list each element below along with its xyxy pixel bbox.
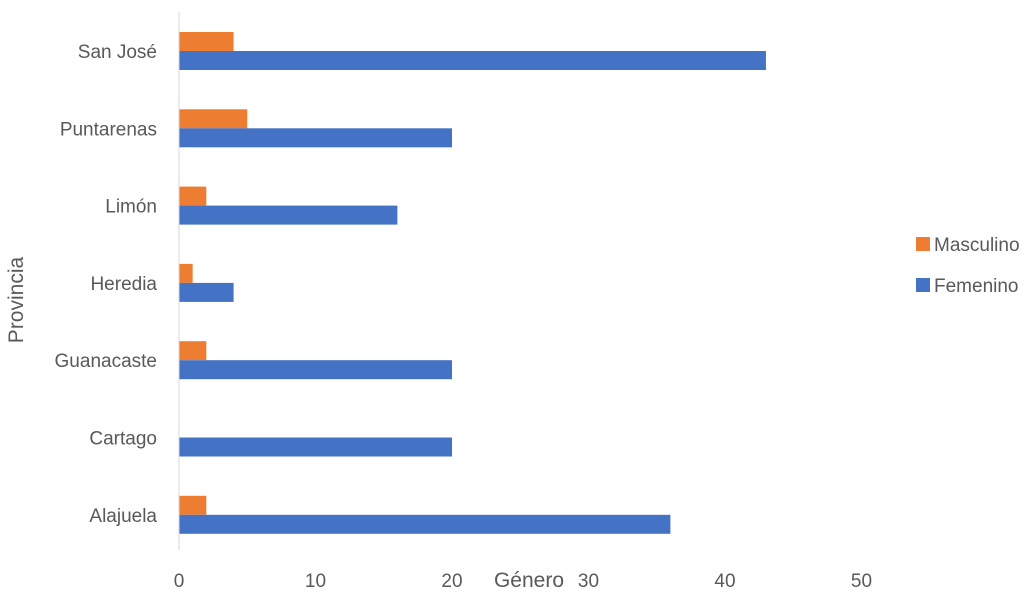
x-tick-labels: 0 10 20 30 40 50 <box>174 571 872 592</box>
legend: Masculino Femenino <box>916 235 1020 297</box>
bar-femenino <box>179 360 452 380</box>
bar-femenino <box>179 437 452 457</box>
bar-femenino <box>179 205 398 225</box>
y-axis-title: Provincia <box>5 256 28 343</box>
category-label: Cartago <box>89 429 157 450</box>
x-tick-label: 50 <box>851 571 872 592</box>
bar-femenino <box>179 51 766 70</box>
bar-masculino <box>179 341 207 361</box>
category-label: Heredia <box>90 274 157 295</box>
category-label: Limón <box>105 197 157 218</box>
category-labels: San José Puntarenas Limón Heredia Guanacaste… <box>55 42 158 527</box>
x-tick-label: 30 <box>578 571 599 592</box>
bar-masculino <box>179 109 248 129</box>
legend-label: Masculino <box>934 235 1020 256</box>
bar-femenino <box>179 514 671 534</box>
category-label: Guanacaste <box>55 351 157 372</box>
bar-masculino <box>179 263 193 283</box>
x-tick-label: 20 <box>441 571 462 592</box>
x-tick-label: 10 <box>305 571 326 592</box>
bar-femenino <box>179 282 234 302</box>
x-axis-title: Género <box>494 569 564 592</box>
legend-swatch <box>916 278 930 292</box>
bar-masculino <box>179 32 234 51</box>
legend-label: Femenino <box>934 276 1019 297</box>
bar-masculino <box>179 186 207 206</box>
x-tick-label: 40 <box>714 571 735 592</box>
legend-swatch <box>916 237 930 251</box>
bars-layer <box>179 32 766 534</box>
x-tick-label: 0 <box>174 571 185 592</box>
bar-femenino <box>179 128 452 148</box>
bar-masculino <box>179 495 207 515</box>
category-label: Alajuela <box>89 506 157 527</box>
category-label: Puntarenas <box>60 119 157 140</box>
category-label: San José <box>78 42 157 63</box>
